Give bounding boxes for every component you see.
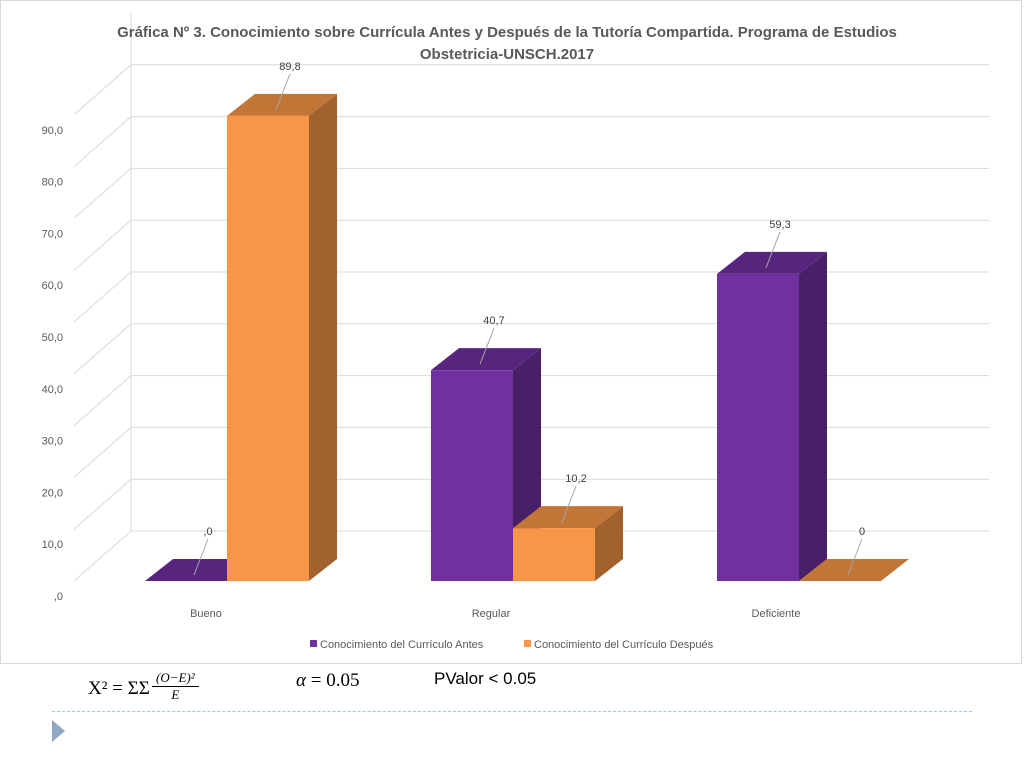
bar-front-face [717,273,799,581]
chart-title-line-2: Obstetricia-UNSCH.2017 [420,46,594,63]
category-label-regular: Regular [472,608,511,620]
data-label-leader-0-0 [193,538,209,576]
bar-front-face [513,528,595,581]
data-label-leader-1-2 [847,538,863,576]
bar-chart: ,0 10,0 20,0 30,0 40,0 50,0 60,0 70,0 80,0 90,0 ,… [42,12,989,651]
data-label-1-1: 10,2 [565,473,586,485]
y-tick-label-9: 90,0 [42,125,63,137]
data-label-leader-0-1 [479,327,495,365]
y-tick-label-8: 80,0 [42,177,63,189]
gridline-side-9 [73,64,132,116]
bar-front-face [431,370,513,581]
alpha-value: = 0.05 [305,670,360,691]
legend-swatch-despues [524,640,531,647]
bar-top-face [227,93,337,116]
y-tick-label-3: 30,0 [42,436,63,448]
data-label-1-2: 0 [859,526,865,538]
y-tick-label-0: ,0 [54,591,63,603]
bar-1-deficiente [799,559,909,581]
data-label-0-1: 40,7 [483,315,504,327]
data-label-leader-1-0 [275,73,291,111]
y-tick-label-5: 50,0 [42,332,63,344]
category-label-bueno: Bueno [190,608,222,620]
data-label-0-2: 59,3 [769,219,790,231]
gridline-side-5 [73,271,132,323]
bar-top-face [799,559,909,581]
gridline-side-8 [73,116,132,167]
y-tick-label-7: 70,0 [42,228,63,240]
alpha-formula: α = 0.05 [296,670,359,692]
bar-top-face [431,348,541,371]
alpha-symbol: α [296,670,306,691]
fraction-numerator: (O−E)² [152,670,199,687]
gridline-side-3 [73,375,132,426]
bar-1-bueno [227,93,337,581]
legend-label-despues: Conocimiento del Currículo Después [534,639,714,651]
y-tick-label-6: 60,0 [42,280,63,292]
bar-side-face [595,506,623,581]
y-tick-label-4: 40,0 [42,384,63,396]
next-slide-arrow-icon[interactable] [52,720,65,742]
bar-0-regular [431,348,541,581]
bar-0-deficiente [717,251,827,582]
chi-square-formula: X² = ΣΣ [88,678,150,699]
legend-label-antes: Conocimiento del Currículo Antes [320,639,484,651]
chart-title-line-1: Gráfica Nº 3. Conocimiento sobre Currícu… [117,24,897,41]
category-label-deficiente: Deficiente [752,608,801,620]
y-tick-label-2: 20,0 [42,487,63,499]
bar-front-face [227,115,309,581]
legend-swatch-antes [310,640,317,647]
gridline-side-7 [73,168,132,219]
bar-top-face [717,251,827,274]
gridline-side-6 [73,219,132,271]
gridline-side-1 [73,478,132,530]
chi-square-fraction: (O−E)² E [152,670,199,703]
data-label-0-0: ,0 [203,526,212,538]
data-label-1-0: 89,8 [279,61,300,73]
footer-divider [52,711,972,712]
fraction-denominator: E [171,687,180,702]
bar-side-face [309,93,337,581]
gridline-side-0 [73,530,132,582]
p-value-text: PValor < 0.05 [434,669,537,688]
data-label-leader-0-2 [765,231,781,269]
chart-bars [145,93,909,582]
data-label-leader-1-1 [561,485,577,523]
chart-legend: Conocimiento del Currículo Antes Conocim… [310,639,714,651]
formula-row: X² = ΣΣ (O−E)² E α = 0.05 PValor < 0.05 [0,664,1024,714]
chart-data-labels: ,0 89,8 40,7 10,2 59,3 0 [193,61,865,576]
bar-side-face [799,251,827,582]
bar-1-regular [513,506,623,581]
gridline-side-2 [73,427,132,478]
bar-top-face [513,506,623,529]
gridline-side-4 [73,323,132,375]
chart-area: ,0 10,0 20,0 30,0 40,0 50,0 60,0 70,0 80,0 90,0 ,… [0,0,1022,664]
y-tick-label-1: 10,0 [42,539,63,551]
